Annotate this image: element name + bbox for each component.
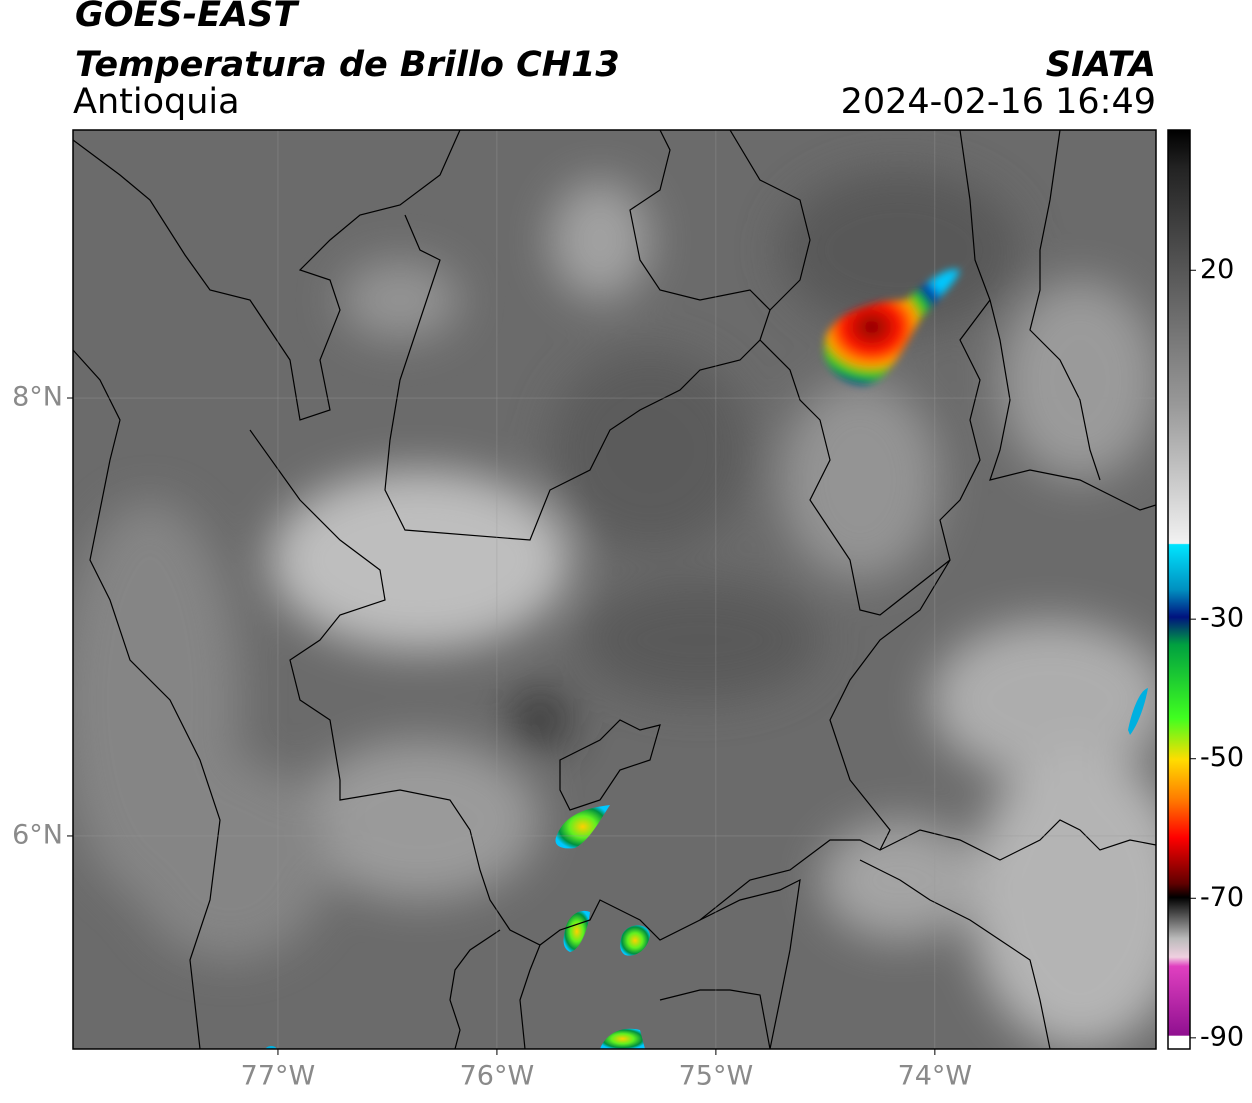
region: Antioquia — [73, 82, 240, 122]
timestamp: 2024-02-16 16:49 — [841, 82, 1156, 122]
x-tick-label: 76°W — [460, 1061, 535, 1092]
x-tick-label: 74°W — [898, 1061, 973, 1092]
title: GOES-EAST — [75, 0, 300, 35]
subtitle: Temperatura de Brillo CH13 — [75, 45, 620, 85]
borders — [73, 130, 1156, 1049]
colorbar-scale — [1167, 129, 1191, 1050]
x-tick-label: 77°W — [241, 1061, 316, 1092]
map-frame — [72, 129, 1157, 1050]
colorbar-tick-label: -70 — [1200, 882, 1244, 913]
colorbar-tick-label: -30 — [1200, 603, 1244, 634]
colorbar-tick-label: -90 — [1200, 1021, 1244, 1052]
y-tick-label: 6°N — [12, 819, 63, 850]
colorbar-tick-label: -50 — [1200, 742, 1244, 773]
graticule — [73, 130, 1156, 1049]
header: GOES-EAST Temperatura de Brillo CH13 Ant… — [73, 0, 1156, 122]
ticks: 77°W 76°W 75°W 74°W 8°N 6°N 20 -30 -50 -70 -90 — [12, 254, 1244, 1092]
x-tick-label: 75°W — [679, 1061, 754, 1092]
storm-cells — [265, 269, 1148, 1049]
y-tick-label: 8°N — [12, 382, 63, 413]
colorbar — [1167, 129, 1191, 1050]
source: SIATA — [1046, 45, 1156, 85]
map-image — [73, 130, 1156, 1049]
colorbar-tick-label: 20 — [1200, 254, 1234, 285]
